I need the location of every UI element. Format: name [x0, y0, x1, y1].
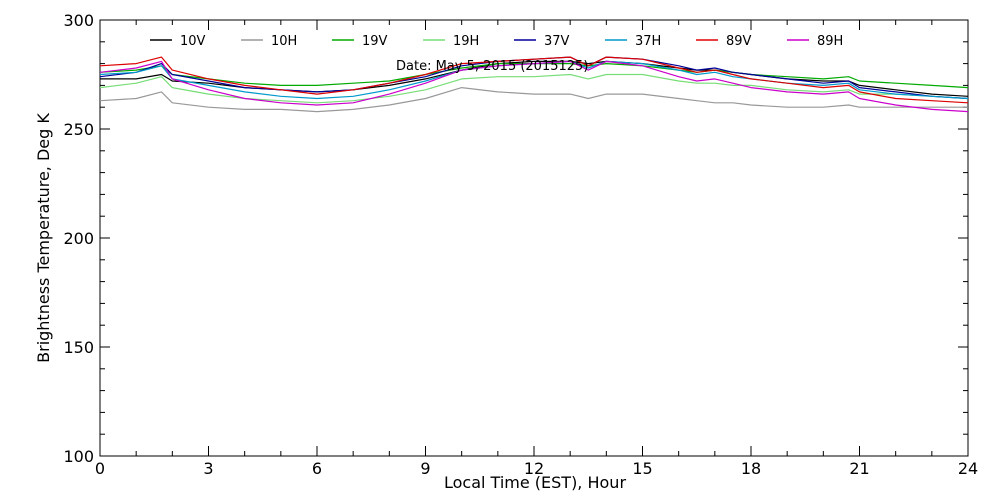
legend-label: 19H: [453, 34, 479, 49]
date-annotation: Date: May 5, 2015 (2015125): [396, 59, 588, 74]
x-tick-label: 12: [524, 459, 544, 478]
series-line-89h: [99, 60, 969, 113]
legend-label: 37H: [635, 34, 661, 49]
legend-label: 89H: [817, 34, 843, 49]
series-line-10h: [99, 86, 968, 113]
x-tick-label: 15: [632, 459, 652, 478]
y-tick-label: 150: [63, 338, 94, 357]
y-tick-label: 250: [63, 120, 94, 139]
series-lines: [99, 56, 969, 113]
x-tick-label: 0: [95, 459, 105, 478]
x-tick-label: 18: [741, 459, 761, 478]
x-tick-label: 21: [849, 459, 869, 478]
series-line-89v: [99, 56, 969, 104]
series-line-19h: [99, 73, 969, 104]
x-tick-label: 6: [312, 459, 322, 478]
y-axis-title: Brightness Temperature, Deg K: [34, 113, 53, 363]
legend-label: 19V: [362, 34, 388, 49]
x-tick-label: 9: [420, 459, 430, 478]
y-tick-label: 200: [63, 229, 94, 248]
legend-label: 10V: [180, 34, 206, 49]
legend: 10V 10H 19V 19H 37V 37H 89V 89H: [150, 34, 843, 49]
y-tick-label: 100: [63, 447, 94, 466]
y-tick-label: 300: [63, 11, 94, 30]
x-tick-label: 24: [958, 459, 978, 478]
series-line-37h: [99, 60, 969, 100]
plot-area: 0 3 6 9 12 15 18 21 24 100 150 200 250 300: [63, 11, 978, 478]
legend-label: 10H: [271, 34, 297, 49]
legend-label: 89V: [726, 34, 752, 49]
x-tick-label: 3: [203, 459, 213, 478]
legend-label: 37V: [544, 34, 570, 49]
x-axis-title: Local Time (EST), Hour: [444, 473, 626, 492]
